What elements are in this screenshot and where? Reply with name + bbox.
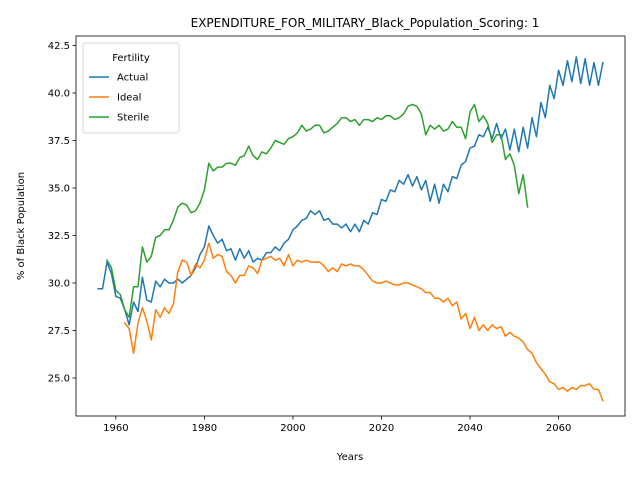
- legend: Fertility Actual Ideal Sterile: [83, 43, 179, 133]
- y-tick-label: 37.5: [48, 136, 70, 147]
- x-tick-label: 2040: [457, 423, 482, 434]
- x-tick-label: 2020: [369, 423, 394, 434]
- x-tick-label: 1980: [192, 423, 217, 434]
- x-axis-label: Years: [336, 452, 363, 463]
- y-tick-label: 35.0: [48, 184, 70, 195]
- y-tick-label: 30.0: [48, 279, 70, 290]
- y-tick-label: 40.0: [48, 89, 70, 100]
- legend-label-sterile: Sterile: [117, 113, 149, 124]
- y-tick-label: 25.0: [48, 374, 70, 385]
- y-tick-label: 42.5: [48, 41, 70, 52]
- series-line-sterile: [107, 104, 528, 317]
- legend-title: Fertility: [112, 53, 150, 64]
- legend-label-ideal: Ideal: [117, 93, 141, 104]
- y-tick-label: 27.5: [48, 326, 70, 337]
- y-axis-label: % of Black Population: [16, 172, 27, 280]
- chart-title: EXPENDITURE_FOR_MILITARY_Black_Populatio…: [191, 16, 540, 30]
- x-tick-label: 2000: [280, 423, 305, 434]
- y-tick-label: 32.5: [48, 231, 70, 242]
- legend-label-actual: Actual: [117, 73, 148, 84]
- x-tick-label: 1960: [103, 423, 128, 434]
- x-tick-label: 2060: [546, 423, 571, 434]
